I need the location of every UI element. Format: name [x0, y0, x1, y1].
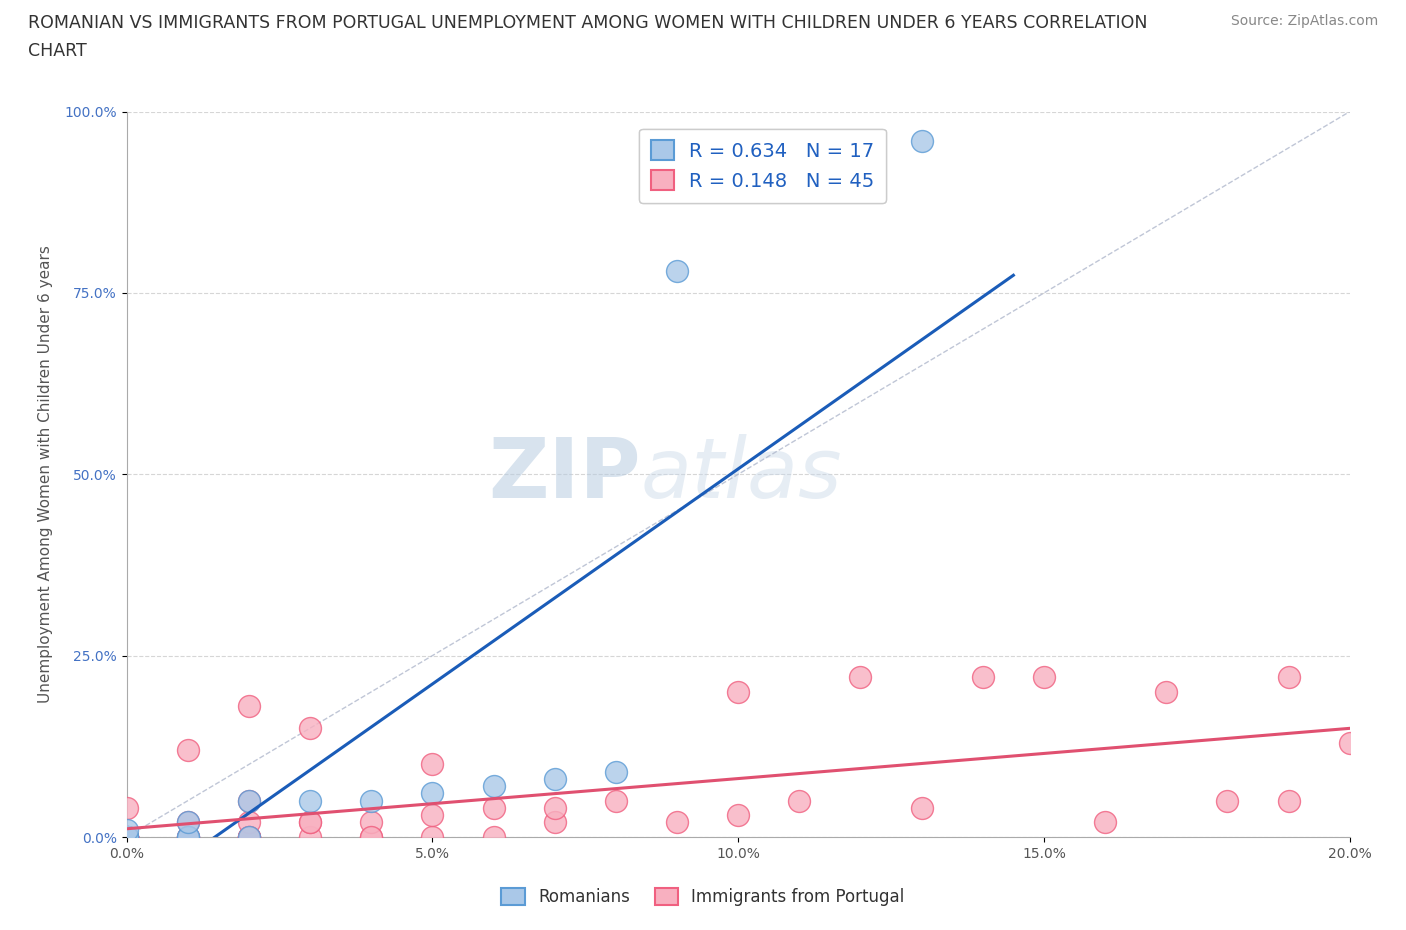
Point: [238, 830, 260, 844]
Point: [360, 830, 382, 844]
Text: Source: ZipAtlas.com: Source: ZipAtlas.com: [1230, 14, 1378, 28]
Point: [115, 830, 138, 844]
Text: CHART: CHART: [28, 42, 87, 60]
Point: [666, 815, 689, 830]
Point: [727, 684, 749, 699]
Y-axis label: Unemployment Among Women with Children Under 6 years: Unemployment Among Women with Children U…: [38, 246, 53, 703]
Point: [1277, 793, 1299, 808]
Text: atlas: atlas: [640, 433, 842, 515]
Point: [849, 670, 872, 684]
Point: [177, 830, 200, 844]
Point: [238, 830, 260, 844]
Point: [115, 830, 138, 844]
Point: [360, 793, 382, 808]
Point: [115, 830, 138, 844]
Point: [422, 757, 444, 772]
Point: [1216, 793, 1239, 808]
Point: [605, 793, 627, 808]
Point: [238, 830, 260, 844]
Point: [422, 808, 444, 823]
Point: [115, 801, 138, 816]
Point: [1033, 670, 1056, 684]
Point: [238, 830, 260, 844]
Point: [787, 793, 810, 808]
Point: [299, 815, 322, 830]
Point: [422, 786, 444, 801]
Point: [482, 778, 505, 793]
Point: [605, 764, 627, 779]
Point: [422, 830, 444, 844]
Point: [299, 815, 322, 830]
Point: [911, 133, 934, 148]
Point: [543, 772, 565, 787]
Point: [177, 830, 200, 844]
Point: [911, 801, 934, 816]
Point: [238, 793, 260, 808]
Text: ZIP: ZIP: [488, 433, 640, 515]
Point: [1156, 684, 1178, 699]
Point: [115, 830, 138, 844]
Point: [543, 815, 565, 830]
Point: [115, 830, 138, 844]
Point: [482, 801, 505, 816]
Point: [360, 815, 382, 830]
Point: [1094, 815, 1116, 830]
Point: [543, 801, 565, 816]
Point: [115, 822, 138, 837]
Point: [1339, 736, 1361, 751]
Point: [177, 830, 200, 844]
Point: [360, 830, 382, 844]
Point: [972, 670, 994, 684]
Point: [177, 830, 200, 844]
Point: [177, 815, 200, 830]
Legend: R = 0.634   N = 17, R = 0.148   N = 45: R = 0.634 N = 17, R = 0.148 N = 45: [638, 128, 886, 203]
Point: [115, 830, 138, 844]
Point: [115, 830, 138, 844]
Point: [482, 830, 505, 844]
Point: [299, 793, 322, 808]
Point: [666, 264, 689, 279]
Point: [238, 830, 260, 844]
Point: [177, 742, 200, 757]
Legend: Romanians, Immigrants from Portugal: Romanians, Immigrants from Portugal: [495, 881, 911, 912]
Point: [238, 699, 260, 714]
Point: [177, 815, 200, 830]
Point: [299, 830, 322, 844]
Point: [727, 808, 749, 823]
Text: ROMANIAN VS IMMIGRANTS FROM PORTUGAL UNEMPLOYMENT AMONG WOMEN WITH CHILDREN UNDE: ROMANIAN VS IMMIGRANTS FROM PORTUGAL UNE…: [28, 14, 1147, 32]
Point: [238, 815, 260, 830]
Point: [115, 830, 138, 844]
Point: [1277, 670, 1299, 684]
Point: [238, 793, 260, 808]
Point: [115, 830, 138, 844]
Point: [115, 830, 138, 844]
Point: [299, 721, 322, 736]
Point: [115, 830, 138, 844]
